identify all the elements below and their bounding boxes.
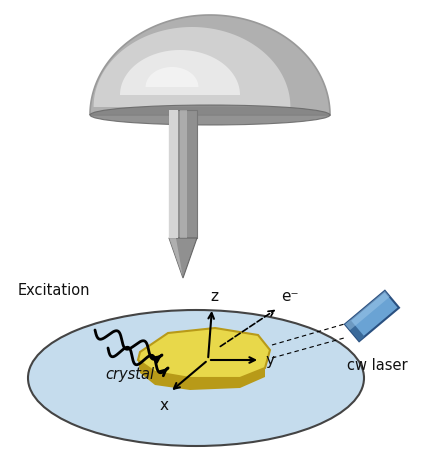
Bar	[344, 291, 398, 341]
Text: crystal: crystal	[105, 366, 154, 382]
Polygon shape	[180, 110, 187, 238]
Text: e⁻: e⁻	[280, 289, 298, 304]
Text: z: z	[209, 289, 218, 304]
Polygon shape	[169, 110, 177, 238]
Bar	[344, 320, 364, 341]
Polygon shape	[138, 328, 269, 378]
Text: y: y	[265, 354, 274, 369]
Text: x: x	[159, 398, 168, 413]
Ellipse shape	[90, 105, 329, 125]
Polygon shape	[169, 238, 183, 278]
Text: Excitation: Excitation	[18, 283, 90, 298]
Polygon shape	[90, 15, 329, 115]
Polygon shape	[138, 352, 265, 390]
Polygon shape	[169, 110, 197, 238]
Polygon shape	[169, 238, 197, 278]
Polygon shape	[145, 67, 198, 87]
Ellipse shape	[28, 310, 363, 446]
Text: cw laser: cw laser	[346, 358, 406, 373]
Polygon shape	[120, 50, 240, 95]
Polygon shape	[93, 27, 290, 107]
Bar	[344, 291, 389, 330]
